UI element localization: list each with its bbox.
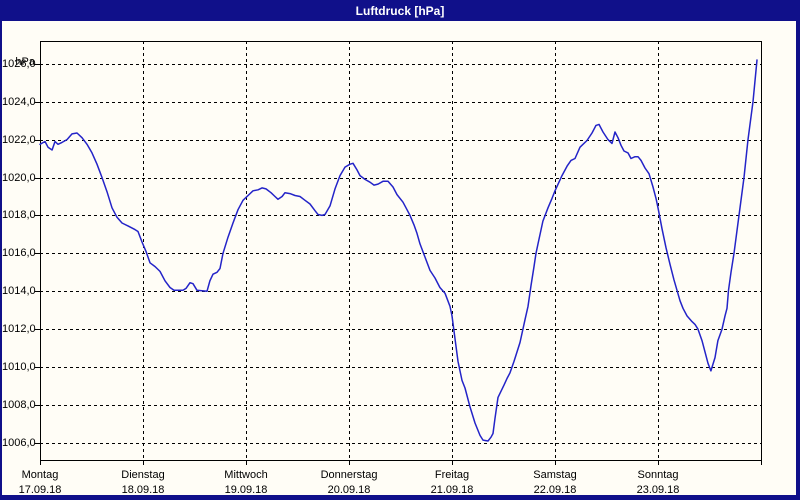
x-axis-day-label: Dienstag [121,469,165,481]
x-axis-date-label: 18.09.18 [121,484,165,496]
y-axis-tick-label: 1016,0 [2,247,36,259]
x-axis-day-label: Freitag [434,469,470,481]
y-axis-tick-label: 1022,0 [2,134,36,146]
y-axis-tick-label: 1010,0 [2,361,36,373]
x-axis-date-label: 22.09.18 [533,484,577,496]
x-axis-day-label: Sonntag [637,469,679,481]
x-axis-day-label: Montag [21,469,59,481]
y-axis-tick-label: 1020,0 [2,172,36,184]
y-axis-tick-label: 1008,0 [2,399,36,411]
x-axis-date-label: 21.09.18 [430,484,474,496]
y-axis-tick-label: 1014,0 [2,285,36,297]
x-axis-day-label: Donnerstag [320,469,378,481]
y-axis-tick-label: 1012,0 [2,323,36,335]
y-axis-tick-label: 1018,0 [2,209,36,221]
y-axis-tick-label: 1006,0 [2,437,36,449]
chart-area: hPa 1026,0 1024,0 1022,0 1020,0 1018,0 1016,0… [2,21,796,496]
x-axis-day-label: Mittwoch [224,469,268,481]
title-bar: Luftdruck [hPa] [0,0,800,21]
x-axis-date-label: 20.09.18 [327,484,371,496]
x-axis-day-label: Samstag [533,469,577,481]
y-axis-unit-label: hPa [15,56,35,68]
pressure-line-chart [35,41,762,465]
window-title: Luftdruck [hPa] [355,3,445,18]
pressure-series-line [39,59,758,442]
x-axis-date-label: 23.09.18 [636,484,680,496]
x-axis-date-label: 17.09.18 [18,484,62,496]
y-axis-tick-label: 1024,0 [2,96,36,108]
x-axis-date-label: 19.09.18 [224,484,268,496]
plot-frame [40,41,762,461]
y-axis-tick-label: 1026,0 [2,58,36,70]
